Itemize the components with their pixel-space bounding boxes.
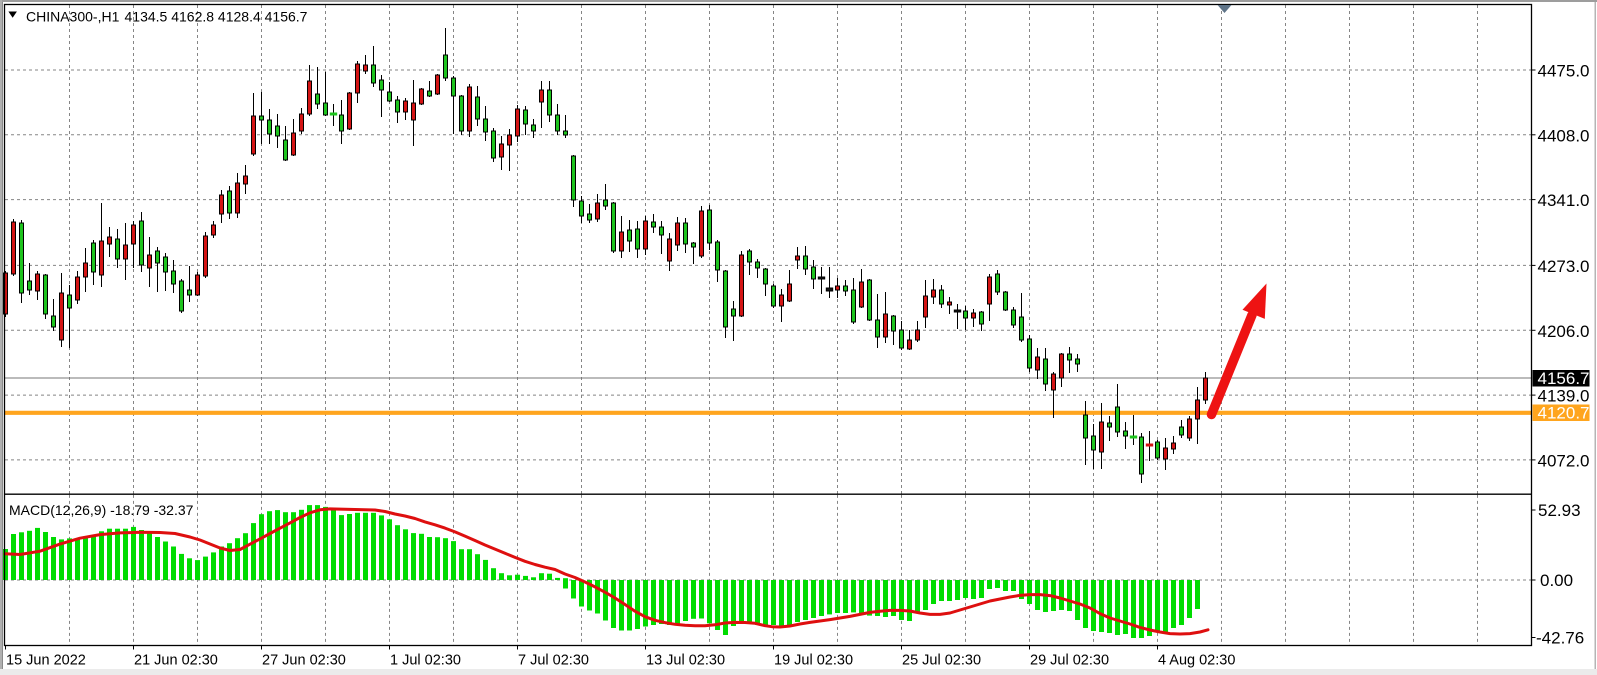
svg-text:4475.0: 4475.0 xyxy=(1538,62,1590,81)
svg-text:7 Jul 02:30: 7 Jul 02:30 xyxy=(518,652,589,668)
svg-text:4408.0: 4408.0 xyxy=(1538,126,1590,145)
svg-text:4206.0: 4206.0 xyxy=(1538,322,1590,341)
svg-text:4120.7: 4120.7 xyxy=(1538,404,1590,423)
svg-text:21 Jun 02:30: 21 Jun 02:30 xyxy=(134,652,218,668)
svg-text:4139.0: 4139.0 xyxy=(1538,387,1590,406)
svg-text:29 Jul 02:30: 29 Jul 02:30 xyxy=(1030,652,1109,668)
svg-text:4273.0: 4273.0 xyxy=(1538,257,1590,276)
svg-text:MACD(12,26,9) -18.79 -32.37: MACD(12,26,9) -18.79 -32.37 xyxy=(9,502,194,518)
svg-text:-42.76: -42.76 xyxy=(1536,629,1584,648)
svg-text:4134.5 4162.8 4128.4 4156.7: 4134.5 4162.8 4128.4 4156.7 xyxy=(125,8,308,24)
svg-text:CHINA300-,H1: CHINA300-,H1 xyxy=(26,8,120,24)
svg-text:15 Jun 2022: 15 Jun 2022 xyxy=(6,652,86,668)
svg-text:27 Jun 02:30: 27 Jun 02:30 xyxy=(262,652,346,668)
svg-text:0.00: 0.00 xyxy=(1540,571,1573,590)
svg-text:19 Jul 02:30: 19 Jul 02:30 xyxy=(774,652,853,668)
svg-text:4 Aug 02:30: 4 Aug 02:30 xyxy=(1158,652,1235,668)
svg-text:4156.7: 4156.7 xyxy=(1538,369,1590,388)
svg-text:1 Jul 02:30: 1 Jul 02:30 xyxy=(390,652,461,668)
svg-text:13 Jul 02:30: 13 Jul 02:30 xyxy=(646,652,725,668)
svg-text:4072.0: 4072.0 xyxy=(1538,451,1590,470)
svg-text:25 Jul 02:30: 25 Jul 02:30 xyxy=(902,652,981,668)
svg-text:52.93: 52.93 xyxy=(1538,501,1581,520)
svg-text:4341.0: 4341.0 xyxy=(1538,191,1590,210)
